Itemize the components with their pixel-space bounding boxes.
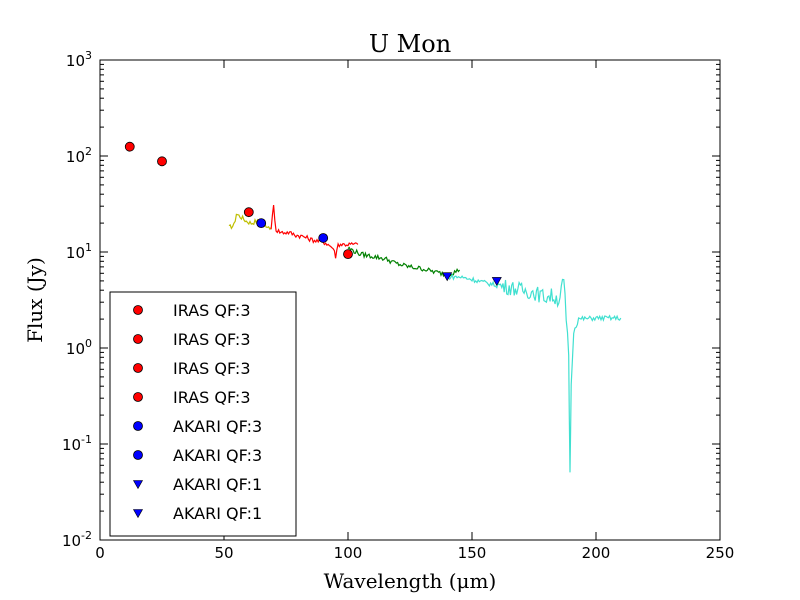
legend-label: AKARI QF:1 [173,504,262,523]
legend: IRAS QF:3 IRAS QF:3 IRAS QF:3 IRAS QF:3 AKAR… [109,291,297,537]
spectrum-line [447,273,622,473]
plot-frame [99,59,721,541]
y-tick-label: 102 [66,145,92,166]
legend-marker [133,450,143,460]
legend-marker [133,363,143,373]
data-point [343,249,353,260]
y-tick-label: 101 [66,241,92,262]
x-tick-label: 0 [95,544,105,562]
legend-marker [133,392,143,402]
data-point [124,141,135,152]
points-layer [124,141,502,287]
legend-marker [133,334,143,344]
x-tick-label: 200 [582,544,611,562]
legend-marker [132,480,144,490]
chart-title: U Mon [369,30,451,58]
legend-label: AKARI QF:3 [173,446,262,465]
legend-marker [132,509,144,519]
x-tick-label: 150 [458,544,487,562]
data-point [318,233,329,243]
x-tick-label: 250 [706,544,735,562]
legend-label: IRAS QF:3 [173,330,251,349]
y-tick-label: 103 [66,49,92,70]
legend-marker [133,421,143,431]
data-point [243,207,254,218]
x-tick-label: 100 [334,544,363,562]
spectra-layer [228,205,622,473]
data-point [491,277,502,287]
legend-box [109,291,297,537]
x-axis-ticks: 0 50 100 150 200 250 [95,60,734,562]
y-tick-label: 10-2 [62,529,92,550]
data-point [442,272,453,282]
legend-label: IRAS QF:3 [173,301,251,320]
y-axis-ticks: 10-2 10-1 100 101 102 103 [62,49,720,550]
legend-marker [133,305,143,315]
legend-label: IRAS QF:3 [173,359,251,378]
y-tick-label: 100 [66,337,92,358]
legend-label: AKARI QF:3 [173,417,262,436]
spectrum-line [270,205,359,259]
x-tick-label: 50 [214,544,233,562]
y-axis-label: Flux (Jy) [23,257,47,343]
spectrum-line [347,246,461,278]
legend-label: IRAS QF:3 [173,388,251,407]
data-point [157,156,167,167]
data-point [256,218,267,229]
legend-label: AKARI QF:1 [173,475,262,494]
y-tick-label: 10-1 [62,433,92,454]
x-axis-label: Wavelength (μm) [324,569,497,593]
